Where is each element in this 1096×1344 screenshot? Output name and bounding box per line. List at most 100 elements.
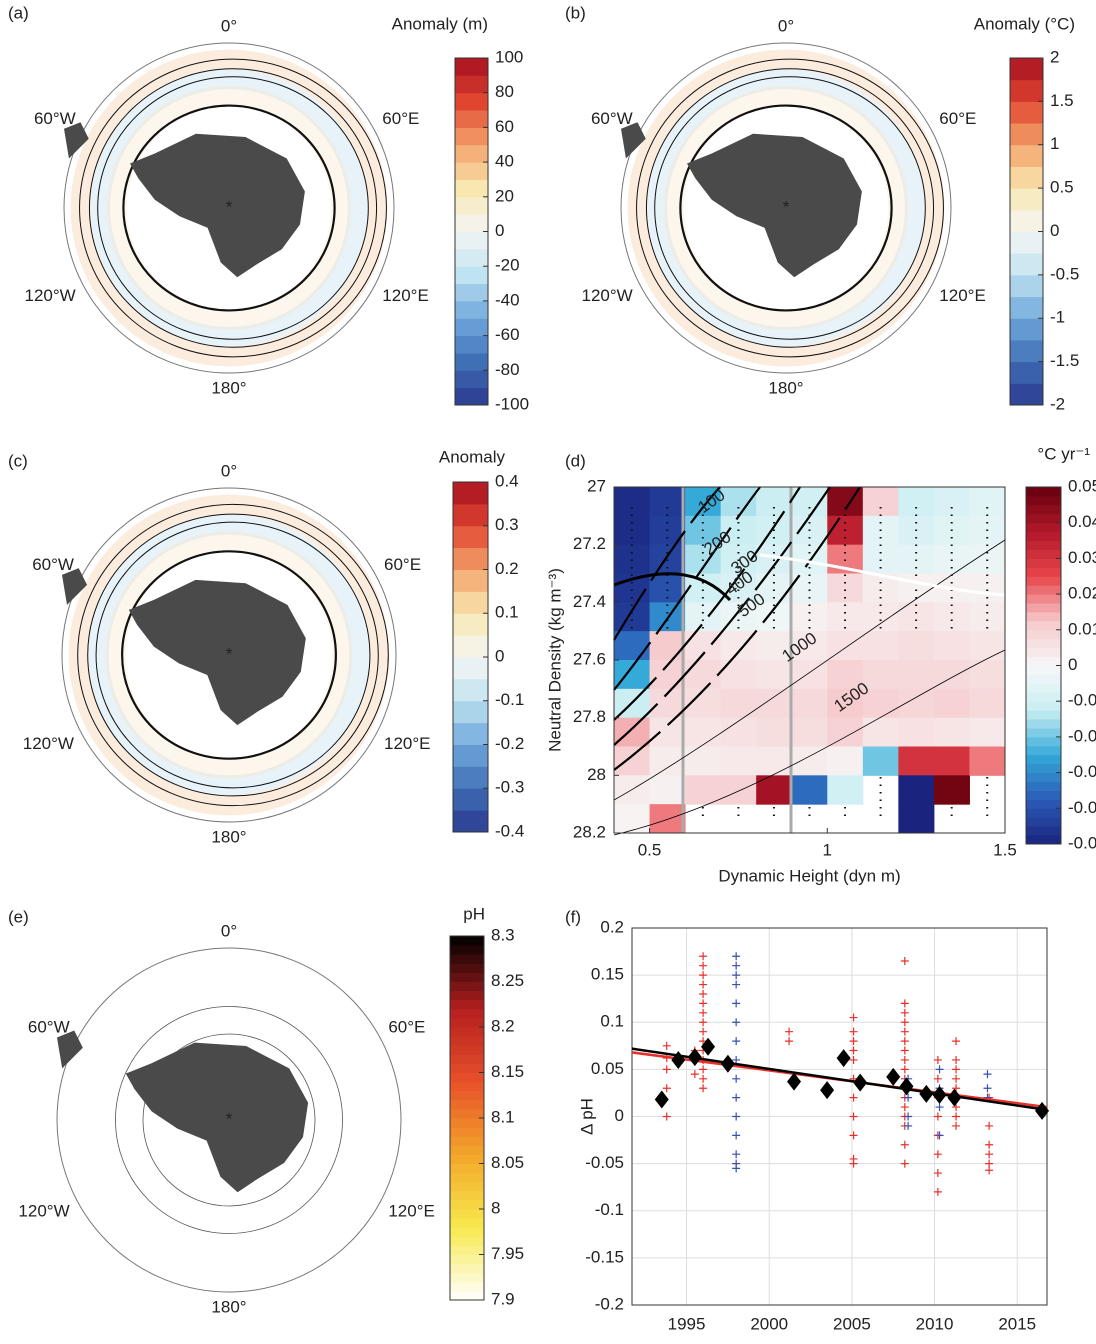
sample-point bbox=[732, 1112, 741, 1121]
colorbar-segment bbox=[453, 503, 488, 527]
heatmap-cell bbox=[614, 746, 651, 776]
plot-frame bbox=[631, 927, 1048, 1306]
sample-point bbox=[699, 1018, 708, 1027]
heatmap-cell bbox=[898, 717, 935, 747]
antarctica bbox=[128, 579, 306, 726]
y-tick-label: 28 bbox=[587, 765, 606, 784]
colorbar-segment bbox=[450, 990, 484, 1001]
heatmap-cell bbox=[933, 688, 970, 719]
sample-point bbox=[699, 1008, 708, 1017]
map-shading bbox=[663, 85, 909, 331]
sample-point bbox=[952, 1065, 961, 1074]
sample-point bbox=[699, 989, 708, 998]
sample-point bbox=[900, 1037, 909, 1046]
heatmap-cell bbox=[827, 717, 864, 747]
colorbar-segment bbox=[450, 1254, 484, 1265]
colorbar-segment bbox=[455, 127, 488, 146]
colorbar-tick-label: 8.25 bbox=[491, 971, 524, 990]
mean-diamond bbox=[886, 1067, 901, 1086]
longitude-label: 60°E bbox=[384, 555, 421, 574]
contour-line bbox=[613, 486, 721, 641]
colorbar-segment bbox=[450, 1199, 484, 1210]
sample-point bbox=[935, 1103, 944, 1112]
mean-diamond bbox=[654, 1090, 669, 1109]
sample-point bbox=[732, 961, 741, 970]
heatmap-cell bbox=[933, 775, 970, 805]
y-tick-label: 0.05 bbox=[591, 1059, 624, 1078]
heatmap-cell bbox=[685, 746, 722, 776]
heatmap-cell bbox=[898, 660, 935, 690]
sample-point bbox=[985, 1166, 994, 1175]
heatmap-cell bbox=[614, 717, 651, 747]
colorbar-segment bbox=[450, 1063, 484, 1073]
sample-point bbox=[690, 1070, 699, 1079]
sample-point bbox=[933, 1187, 942, 1196]
sample-point bbox=[900, 1055, 909, 1064]
heatmap-cell bbox=[791, 631, 828, 661]
map-contour bbox=[77, 503, 389, 807]
heatmap-cell bbox=[933, 746, 970, 776]
pole-marker: * bbox=[783, 197, 790, 216]
heatmap-cell bbox=[756, 717, 793, 747]
map-contour bbox=[121, 550, 337, 760]
heatmap-cell bbox=[862, 602, 899, 632]
heatmap-cell bbox=[969, 746, 1006, 776]
y-tick-label: 27.8 bbox=[573, 707, 606, 726]
sample-point bbox=[732, 1074, 741, 1083]
contour-line bbox=[613, 486, 801, 721]
colorbar-segment bbox=[1010, 123, 1043, 146]
y-tick-label: 27.4 bbox=[573, 592, 606, 611]
heatmap-cell bbox=[756, 487, 793, 517]
mean-diamond bbox=[720, 1054, 735, 1073]
colorbar-segment bbox=[450, 1272, 484, 1283]
sample-point bbox=[952, 1074, 961, 1083]
colorbar-segment bbox=[455, 75, 488, 94]
sample-point bbox=[900, 1065, 909, 1074]
heatmap-cell bbox=[862, 660, 899, 690]
heatmap-cell bbox=[898, 631, 935, 661]
map-contour bbox=[95, 521, 371, 789]
sample-point bbox=[952, 1121, 961, 1130]
colorbar-segment bbox=[453, 591, 488, 614]
heatmap-cell bbox=[933, 544, 970, 574]
heatmap-cell bbox=[614, 775, 651, 805]
colorbar-tick-label: 40 bbox=[495, 152, 514, 171]
colorbar-segment bbox=[450, 1072, 484, 1083]
sample-point bbox=[732, 1037, 741, 1046]
longitude-label: 120°W bbox=[581, 286, 632, 305]
colorbar-segment bbox=[1026, 656, 1061, 666]
south-america bbox=[64, 122, 89, 159]
sample-point bbox=[732, 952, 741, 961]
sample-point bbox=[849, 1131, 858, 1140]
longitude-label: 120°E bbox=[382, 286, 429, 305]
sample-point bbox=[662, 1084, 671, 1093]
colorbar-title: pH bbox=[463, 904, 485, 923]
colorbar-segment bbox=[450, 1118, 484, 1128]
colorbar-tick-label: -0.01 bbox=[1068, 691, 1096, 710]
colorbar-segment bbox=[1026, 594, 1061, 604]
x-tick-label: 2010 bbox=[916, 1314, 954, 1333]
heatmap-cell bbox=[649, 487, 686, 517]
colorbar-segment bbox=[1026, 665, 1061, 675]
colorbar-segment bbox=[450, 1017, 484, 1028]
longitude-label: 120°E bbox=[939, 286, 986, 305]
longitude-label: 60°E bbox=[939, 109, 976, 128]
x-tick-label: 1995 bbox=[668, 1314, 706, 1333]
heatmap-cell bbox=[649, 775, 686, 805]
heatmap-cell bbox=[649, 631, 686, 661]
colorbar-segment bbox=[450, 1163, 484, 1174]
colorbar-segment bbox=[450, 1145, 484, 1155]
colorbar-tick-label: -0.02 bbox=[1068, 726, 1096, 745]
sample-point bbox=[699, 952, 708, 961]
heatmap-cell bbox=[685, 775, 722, 805]
colorbar-title: Anomaly (°C) bbox=[974, 14, 1075, 33]
heatmap-cell bbox=[720, 688, 757, 719]
colorbar-tick-label: 0.04 bbox=[1068, 512, 1096, 531]
colorbar-tick-label: 0 bbox=[495, 221, 504, 240]
sample-point bbox=[699, 1027, 708, 1036]
heatmap-cell bbox=[969, 717, 1006, 747]
colorbar-segment bbox=[450, 1008, 484, 1019]
heatmap-cell bbox=[756, 631, 793, 661]
heatmap-cell bbox=[969, 660, 1006, 690]
map-contour bbox=[97, 76, 369, 340]
